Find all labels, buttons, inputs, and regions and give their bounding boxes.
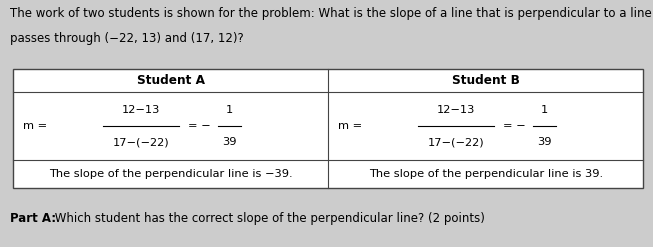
Text: passes through (−22, 13) and (17, 12)?: passes through (−22, 13) and (17, 12)? xyxy=(10,32,244,45)
Text: The slope of the perpendicular line is 39.: The slope of the perpendicular line is 3… xyxy=(368,169,603,179)
Text: Part A:: Part A: xyxy=(10,212,56,226)
Bar xyxy=(13,69,643,188)
Text: Which student has the correct slope of the perpendicular line? (2 points): Which student has the correct slope of t… xyxy=(51,212,485,226)
Text: 1: 1 xyxy=(226,105,233,115)
Text: 39: 39 xyxy=(537,137,552,147)
Text: = −: = − xyxy=(503,121,526,131)
Text: The slope of the perpendicular line is −39.: The slope of the perpendicular line is −… xyxy=(49,169,293,179)
Text: Student B: Student B xyxy=(452,74,520,87)
Text: 1: 1 xyxy=(541,105,548,115)
Text: 12−13: 12−13 xyxy=(437,105,475,115)
Text: The work of two students is shown for the problem: What is the slope of a line t: The work of two students is shown for th… xyxy=(10,7,653,21)
Text: 39: 39 xyxy=(222,137,236,147)
Text: 12−13: 12−13 xyxy=(122,105,161,115)
Text: 17−(−22): 17−(−22) xyxy=(113,137,170,147)
Text: = −: = − xyxy=(188,121,211,131)
Text: m =: m = xyxy=(23,121,47,131)
Text: m =: m = xyxy=(338,121,362,131)
Text: Student A: Student A xyxy=(136,74,204,87)
Text: 17−(−22): 17−(−22) xyxy=(428,137,485,147)
